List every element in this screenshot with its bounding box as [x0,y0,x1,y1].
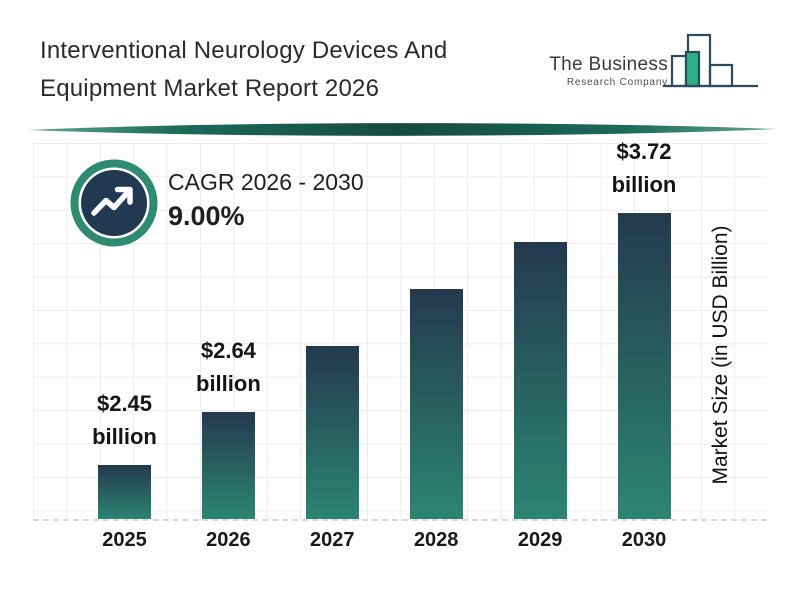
cagr-block: CAGR 2026 - 2030 9.00% [168,169,364,232]
bar-value-unit: billion [92,424,157,449]
bar-value-amount: $2.45 [96,391,153,416]
bar-value-amount: $3.72 [616,139,672,164]
cagr-period-label: CAGR 2026 - 2030 [168,169,364,195]
company-logo-icon [663,33,758,88]
bar-value-label-2025: $2.45 billion [60,387,190,453]
bar-2028 [409,289,463,519]
bar-value-unit: billion [196,371,261,396]
bar-2029 [513,242,567,519]
x-axis-label-2029: 2029 [517,529,563,551]
bar-value-label-2030: $3.72 billion [579,135,709,201]
y-axis-title: Market Size (in USD Billion) [709,225,732,485]
x-axis-label-2026: 2026 [206,529,251,551]
bar-2030 [617,213,671,519]
x-axis-label-2030: 2030 [621,529,667,551]
trend-up-icon [70,159,158,247]
logo-name: The Business [549,54,668,75]
page-title: Interventional Neurology Devices And Equ… [40,32,447,108]
bar-2027 [305,346,359,519]
page-title-line2: Equipment Market Report 2026 [40,75,380,102]
swoosh-divider [27,123,777,136]
cagr-value: 9.00% [168,201,245,231]
bar-2025 [98,465,151,519]
company-logo-wordmark: The Business Research Company [540,54,668,88]
bar-value-unit: billion [611,172,677,197]
x-axis-label-2027: 2027 [310,529,355,551]
bar-value-amount: $2.64 [200,338,256,363]
x-axis-label-2028: 2028 [413,529,459,551]
bar-2026 [201,412,255,519]
page-title-line1: Interventional Neurology Devices And [40,37,448,64]
bar-value-label-2026: $2.64 billion [163,334,293,400]
logo-subname: Research Company [566,77,668,88]
x-axis-label-2025: 2025 [102,529,147,551]
